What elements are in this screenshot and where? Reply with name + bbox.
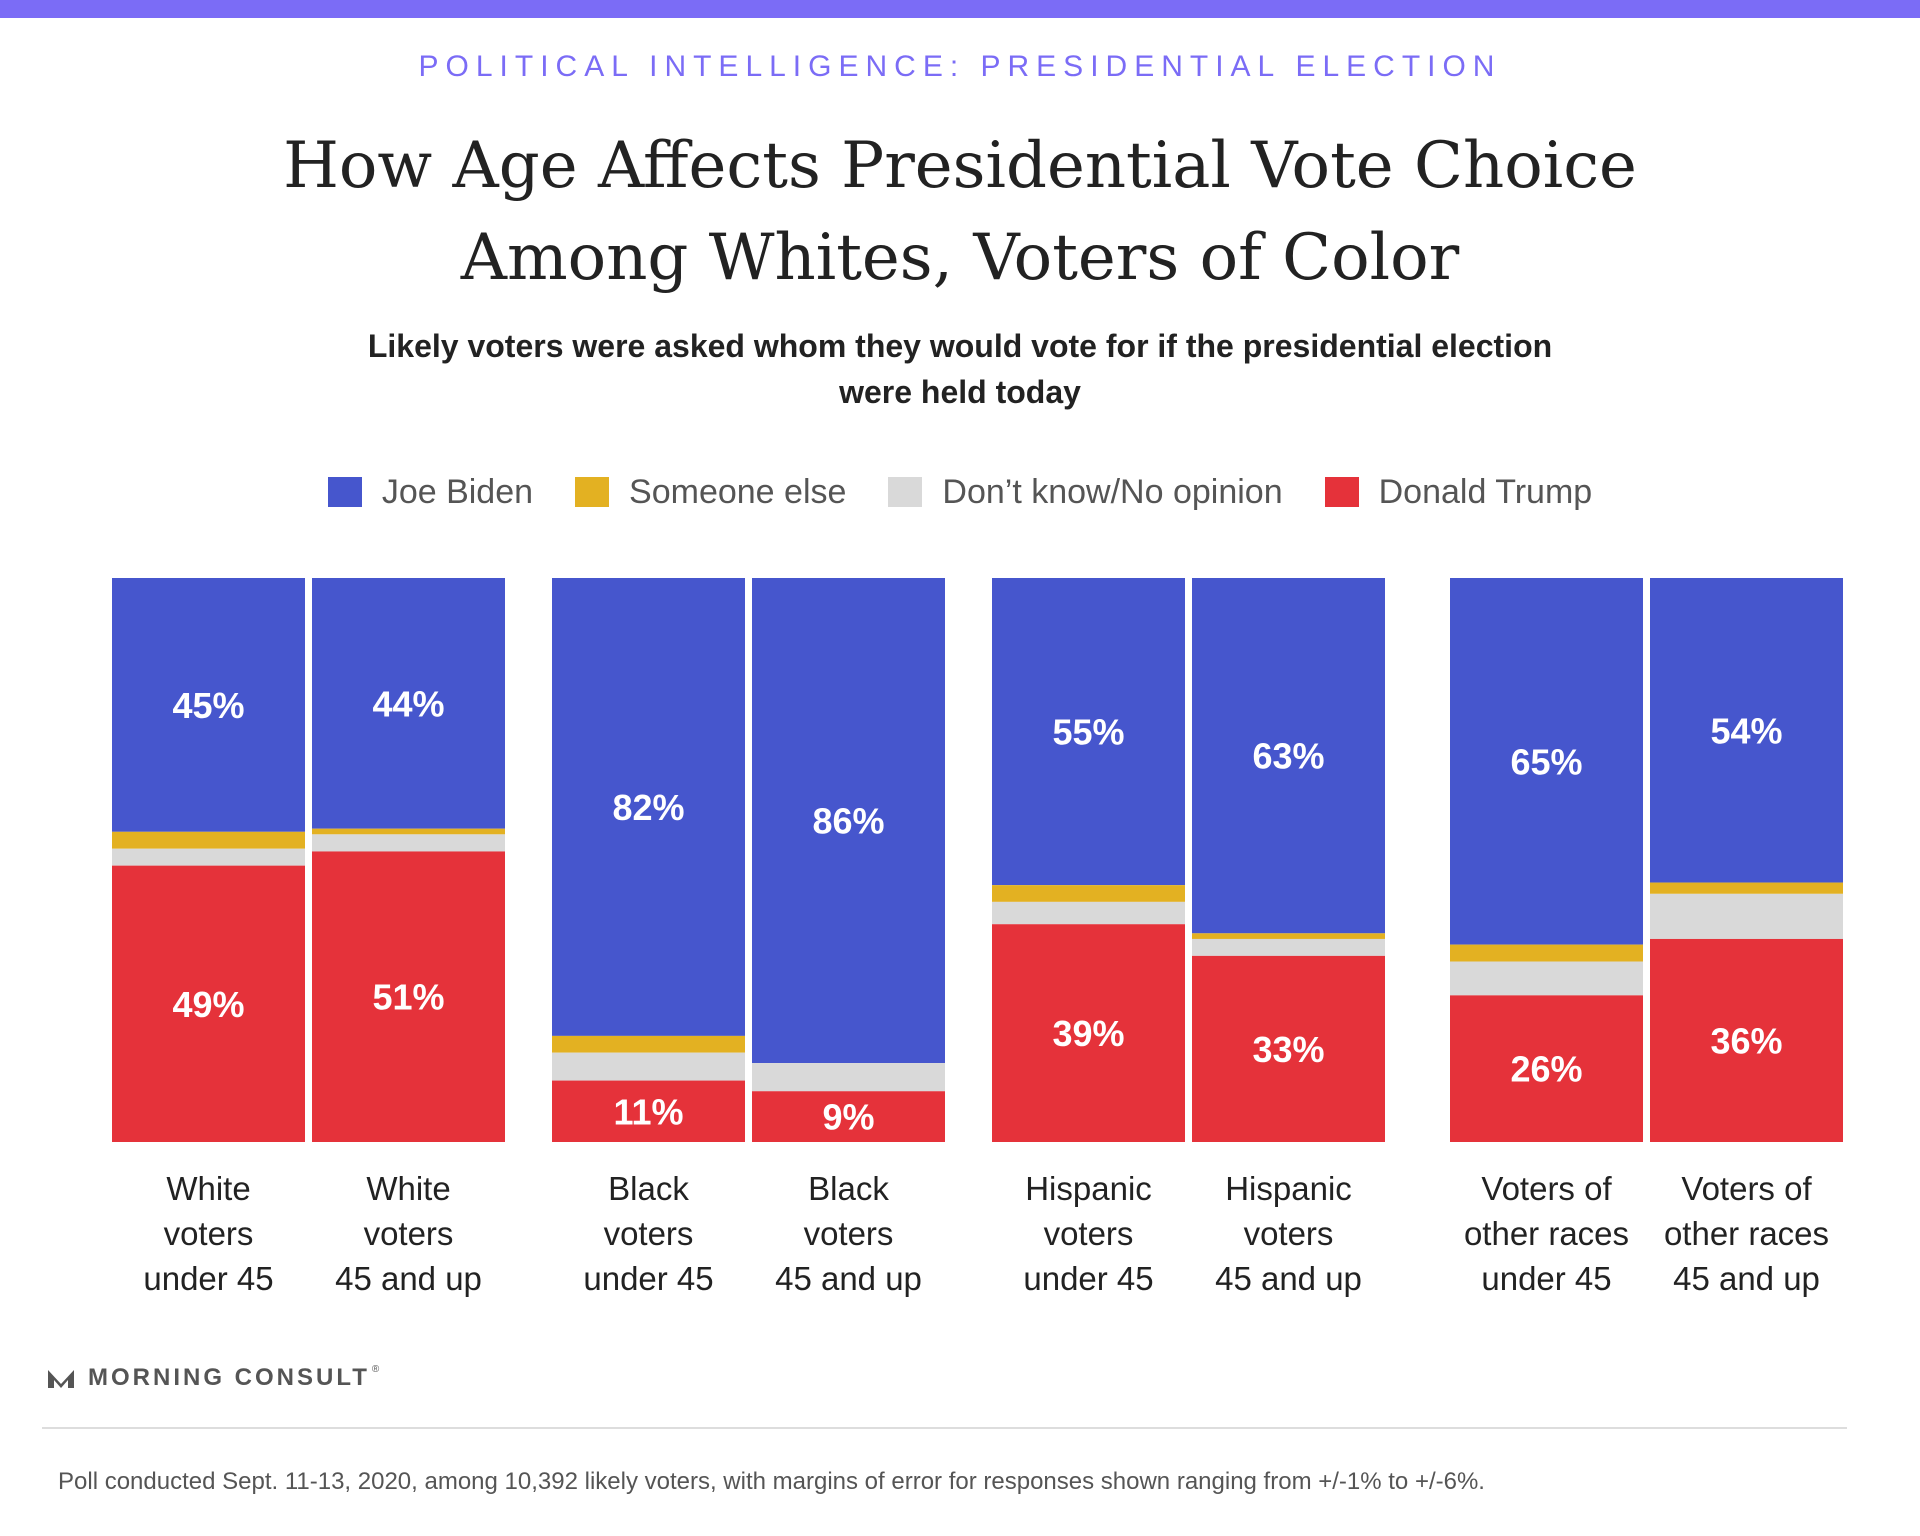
data-label-biden-7: 65% <box>1510 741 1582 782</box>
bar-trump-2 <box>312 851 505 1142</box>
data-label-trump-1: 49% <box>172 984 244 1025</box>
bar-biden-1 <box>112 578 305 832</box>
bar-trump-6 <box>1192 955 1385 1142</box>
bar-dont-know-5 <box>992 901 1185 925</box>
bar-biden-6 <box>1192 578 1385 934</box>
bar-dont-know-2 <box>312 834 505 852</box>
bar-dont-know-7 <box>1450 961 1643 996</box>
legend-swatch-dont-know <box>888 477 923 507</box>
bar-someone-else-3 <box>552 1035 745 1053</box>
top-accent-bar <box>0 0 1920 18</box>
data-label-biden-3: 82% <box>612 787 684 828</box>
data-label-trump-7: 26% <box>1510 1049 1582 1090</box>
legend-item-trump: Donald Trump <box>1324 472 1593 512</box>
category-label-5: Hispanic voters under 45 <box>1023 1170 1153 1297</box>
bar-someone-else-6 <box>1192 933 1385 939</box>
bar-biden-7 <box>1450 578 1643 945</box>
category-label-2: White voters 45 and up <box>335 1170 482 1297</box>
data-label-trump-3: 11% <box>613 1091 683 1132</box>
stacked-bar-chart: 45% 49% White voters under 45 44% 51% White vote… <box>112 578 1843 1297</box>
brand-logo: MORNING CONSULT ® <box>46 1364 379 1392</box>
data-label-trump-2: 51% <box>372 977 444 1018</box>
data-label-biden-1: 45% <box>172 685 244 726</box>
morning-consult-logo-icon <box>48 1370 74 1388</box>
category-label-3: Black voters under 45 <box>583 1170 713 1297</box>
legend-label-trump: Donald Trump <box>1378 472 1593 511</box>
category-label-4: Black voters 45 and up <box>775 1170 922 1297</box>
footer-divider <box>42 1427 1847 1429</box>
chart-title: How Age Affects Presidential Vote Choice… <box>283 129 1637 295</box>
data-label-biden-4: 86% <box>812 801 884 842</box>
category-label-6: Hispanic voters 45 and up <box>1215 1170 1362 1297</box>
bar-trump-3 <box>552 1080 745 1142</box>
bar-trump-7 <box>1450 995 1643 1142</box>
bar-biden-8 <box>1650 578 1843 883</box>
legend-swatch-biden <box>327 477 362 507</box>
bar-trump-1 <box>112 865 305 1142</box>
bar-dont-know-1 <box>112 848 305 866</box>
legend-item-dont-know: Don’t know/No opinion <box>888 472 1283 512</box>
bar-trump-4 <box>752 1091 945 1142</box>
legend-swatch-trump <box>1324 477 1359 507</box>
category-label-1: White voters under 45 <box>143 1170 273 1297</box>
category-label-8: Voters of other races 45 and up <box>1664 1170 1829 1297</box>
data-label-trump-8: 36% <box>1710 1020 1782 1061</box>
bar-biden-5 <box>992 578 1185 886</box>
data-label-trump-6: 33% <box>1252 1029 1324 1070</box>
legend-item-someone-else: Someone else <box>575 473 846 512</box>
category-label-7: Voters of other races under 45 <box>1464 1170 1629 1297</box>
chart-subtitle: Likely voters were asked whom they would… <box>367 328 1553 410</box>
kicker: POLITICAL INTELLIGENCE: PRESIDENTIAL ELE… <box>418 50 1502 83</box>
bar-someone-else-2 <box>312 828 505 835</box>
data-label-trump-5: 39% <box>1052 1013 1124 1054</box>
data-label-biden-6: 63% <box>1252 736 1324 777</box>
bar-trump-5 <box>992 924 1185 1142</box>
legend-label-someone-else: Someone else <box>629 472 847 511</box>
data-label-biden-2: 44% <box>372 683 444 724</box>
data-label-biden-5: 55% <box>1052 712 1124 753</box>
bar-someone-else-1 <box>112 831 305 849</box>
data-label-biden-8: 54% <box>1710 710 1782 751</box>
bar-someone-else-8 <box>1650 882 1843 894</box>
bar-biden-3 <box>552 578 745 1036</box>
brand-name: MORNING CONSULT <box>88 1364 370 1391</box>
footnote: Poll conducted Sept. 11-13, 2020, among … <box>58 1468 1485 1495</box>
bar-dont-know-3 <box>552 1052 745 1081</box>
brand-registered-mark: ® <box>371 1364 380 1375</box>
legend-label-biden: Joe Biden <box>381 472 534 511</box>
legend: Joe Biden Someone else Don’t know/No opi… <box>0 470 1920 514</box>
bar-biden-4 <box>752 578 945 1064</box>
legend-swatch-someone-else <box>575 477 610 507</box>
data-label-trump-4: 9% <box>822 1097 874 1138</box>
legend-item-biden: Joe Biden <box>327 472 534 512</box>
bar-dont-know-6 <box>1192 938 1385 956</box>
bar-trump-8 <box>1650 938 1843 1142</box>
bar-biden-2 <box>312 578 505 829</box>
bar-someone-else-7 <box>1450 944 1643 962</box>
bar-someone-else-5 <box>992 885 1185 902</box>
bar-dont-know-4 <box>752 1063 945 1092</box>
bar-dont-know-8 <box>1650 893 1843 939</box>
legend-label-dont-know: Don’t know/No opinion <box>942 472 1283 511</box>
